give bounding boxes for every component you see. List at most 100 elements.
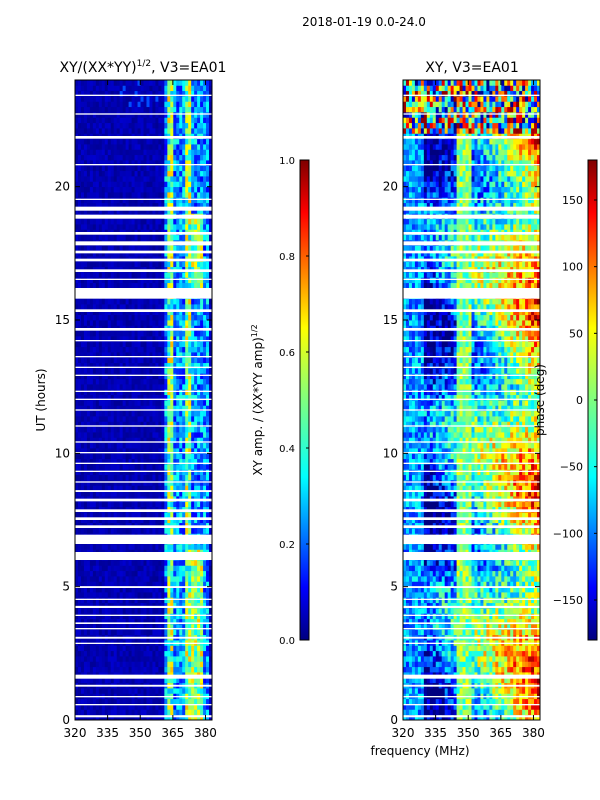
heatmap-cell [75, 160, 79, 166]
heatmap-cell [116, 661, 121, 668]
heatmap-cell [152, 469, 156, 476]
heatmap-cell [137, 410, 141, 417]
heatmap-cell [83, 448, 88, 454]
heatmap-cell [119, 544, 124, 550]
heatmap-cell [188, 613, 192, 620]
heatmap-cell [170, 480, 174, 486]
heatmap-cell [194, 661, 198, 668]
heatmap-cell [170, 432, 174, 438]
heatmap-cell [152, 613, 156, 620]
heatmap-cell [194, 144, 198, 150]
heatmap-cell [110, 416, 115, 422]
heatmap-cell [83, 149, 88, 156]
heatmap-cell [104, 378, 109, 385]
heatmap-cell [98, 197, 103, 204]
heatmap-cell [146, 346, 150, 353]
heatmap-cell [95, 517, 100, 524]
heatmap-cell [197, 714, 201, 720]
heatmap-cell [149, 698, 153, 705]
heatmap-cell [75, 613, 79, 620]
heatmap-cell [131, 282, 135, 289]
heatmap-cell [75, 410, 79, 417]
heatmap-cell [80, 490, 85, 497]
heatmap-cell [75, 405, 79, 412]
heatmap-cell [170, 282, 174, 289]
heatmap-cell [75, 154, 79, 161]
heatmap-cell [104, 608, 109, 614]
heatmap-cell [197, 512, 201, 518]
heatmap-cell [200, 656, 204, 662]
heatmap-cell [75, 181, 79, 188]
heatmap-cell [149, 362, 153, 369]
heatmap-cell [116, 208, 121, 214]
heatmap-cell [122, 624, 127, 630]
heatmap-cell [119, 138, 124, 145]
heatmap-cell [194, 282, 198, 289]
heatmap-cell [119, 245, 124, 252]
heatmap-cell [155, 186, 159, 193]
heatmap-cell [131, 250, 135, 257]
heatmap-cell [203, 448, 207, 454]
heatmap-cell [137, 357, 141, 364]
heatmap-cell [149, 613, 153, 620]
heatmap-cell [89, 650, 94, 657]
heatmap-cell [203, 309, 207, 316]
heatmap-cell [122, 410, 127, 417]
heatmap-cell [155, 234, 159, 241]
heatmap-cell [188, 432, 192, 438]
heatmap-cell [152, 565, 156, 572]
heatmap-cell [155, 394, 159, 401]
heatmap-cell [119, 277, 124, 284]
heatmap-cell [173, 432, 177, 438]
heatmap-cell [131, 576, 135, 582]
heatmap-cell [146, 357, 150, 364]
heatmap-cell [200, 405, 204, 412]
heatmap-cell [86, 234, 91, 241]
heatmap-cell [107, 197, 112, 204]
heatmap-cell [158, 490, 162, 497]
heatmap-cell [191, 400, 195, 406]
heatmap-cell [98, 613, 103, 620]
heatmap-cell [170, 400, 174, 406]
heatmap-cell [101, 394, 106, 401]
heatmap-cell [179, 677, 183, 684]
heatmap-cell [107, 469, 112, 476]
heatmap-cell [155, 341, 159, 348]
heatmap-cell [161, 165, 165, 172]
heatmap-cell [86, 512, 91, 518]
heatmap-cell [170, 154, 174, 161]
heatmap-cell [197, 618, 201, 625]
heatmap-cell [194, 192, 198, 198]
heatmap-cell [209, 613, 212, 620]
heatmap-cell [152, 181, 156, 188]
heatmap-cell [113, 261, 118, 268]
heatmap-cell [188, 586, 192, 593]
heatmap-cell [137, 560, 141, 566]
heatmap-cell [161, 560, 165, 566]
heatmap-cell [158, 528, 162, 534]
heatmap-cell [164, 170, 168, 177]
heatmap-cell [188, 661, 192, 668]
heatmap-cell [206, 570, 210, 577]
heatmap-cell [164, 165, 168, 172]
heatmap-cell [119, 144, 124, 150]
heatmap-cell [200, 400, 204, 406]
heatmap-cell [116, 602, 121, 609]
heatmap-cell [158, 234, 162, 241]
heatmap-cell [149, 400, 153, 406]
heatmap-cell [143, 298, 147, 305]
heatmap-cell [173, 565, 177, 572]
heatmap-cell [188, 560, 192, 566]
heatmap-cell [134, 154, 138, 161]
heatmap-cell [191, 314, 195, 321]
heatmap-cell [149, 384, 153, 390]
heatmap-cell [83, 261, 88, 268]
heatmap-cell [128, 298, 132, 305]
heatmap-cell [143, 208, 147, 214]
heatmap-cell [152, 192, 156, 198]
heatmap-cell [200, 629, 204, 636]
heatmap-cell [89, 661, 94, 668]
heatmap-cell [194, 304, 198, 310]
heatmap-cell [185, 170, 189, 177]
heatmap-cell [191, 218, 195, 225]
